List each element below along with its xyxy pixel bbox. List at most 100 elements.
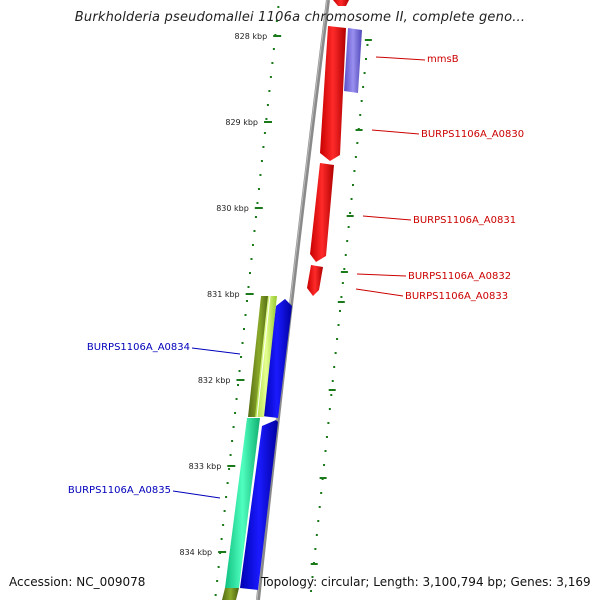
tick-dot [340,296,343,298]
gene-label[interactable]: mmsB [427,54,459,65]
tick-dots [214,6,369,596]
tick-dot [310,590,313,592]
tick-dot [257,188,260,190]
gene-leader-line [356,273,407,277]
gene-arrow-a0834 [262,299,292,418]
gene-arrow-top [333,0,349,6]
tick-dot [259,174,262,176]
tick-label: 829 kbp [225,118,258,127]
gene-leader-line [355,288,404,297]
tick-dot [366,44,369,46]
tick-dot [354,156,357,158]
gene-label[interactable]: BURPS1106A_A0834 [87,342,190,353]
tick-dot [222,524,225,526]
accession-label: Accession: NC_009078 [9,575,146,589]
tick-dot [232,426,235,428]
tick-dot [337,324,340,326]
tick-dot [223,510,226,512]
tick-dot [220,538,223,540]
gene-leader-line [371,129,420,135]
tick-dot [333,366,336,368]
tick-dot [318,506,321,508]
gene-arrow-a0831 [310,163,334,262]
tick-dot [315,534,318,536]
tick-dot [331,380,334,382]
tick-dot [268,90,271,92]
tick-dot [362,86,365,88]
tick-dot [244,314,247,316]
gene-label[interactable]: BURPS1106A_A0833 [405,291,508,302]
tick-dot [229,454,232,456]
tick-dot [330,394,333,396]
tick-dot [225,496,228,498]
tick-dot [247,286,250,288]
tick-dot [311,576,314,578]
gene-label[interactable]: BURPS1106A_A0830 [421,129,524,140]
tick-dot [277,6,280,8]
tick-dot [356,142,359,144]
tick-dot [314,548,317,550]
tick-label: 831 kbp [207,290,240,299]
genome-stats-label: Topology: circular; Length: 3,100,794 bp… [261,575,591,589]
tick-dot [324,450,327,452]
tick-dot [343,268,346,270]
tick-dot [346,240,349,242]
gene-leader-line [362,215,412,221]
gene-arrow-mmsb [344,28,362,93]
track-separator [256,295,271,418]
tick-dot [262,146,265,148]
gene-arrow-a0833 [307,265,323,296]
tick-label: 832 kbp [198,376,231,385]
tick-dot [248,272,251,274]
tick-dot [272,48,275,50]
gene-label[interactable]: BURPS1106A_A0835 [68,485,171,496]
tick-dot [275,20,278,22]
tick-dot [350,198,353,200]
tick-dot [250,258,253,260]
gene-leader-line [375,56,426,61]
track-teal-lower [225,418,260,588]
tick-dot [320,492,323,494]
tick-dot [217,566,220,568]
tick-dot [359,114,362,116]
tick-label: 834 kbp [180,548,213,557]
tick-dot [323,464,326,466]
tick-dot [325,436,328,438]
tick-dot [241,342,244,344]
gene-leaders [172,56,426,499]
tick-dot [234,412,237,414]
tick-labels: 828 kbp 829 kbp 830 kbp 831 kbp 832 kbp 833 k… [180,32,268,557]
tick-dot [226,482,229,484]
track-olive-lower [222,588,239,600]
map-title: Burkholderia pseudomallei 1106a chromoso… [74,10,526,25]
tick-dot [363,72,366,74]
tick-dot [214,594,217,596]
tick-dot [271,62,274,64]
gene-label[interactable]: BURPS1106A_A0831 [413,215,516,226]
track-olive-upper [248,296,270,417]
tick-dot [334,352,337,354]
tick-dot [269,76,272,78]
tick-dot [353,170,356,172]
tick-dot [365,58,368,60]
tick-dot [231,440,234,442]
tick-dot [351,184,354,186]
tick-dot [266,104,269,106]
tick-dot [260,160,263,162]
tick-dot [336,338,339,340]
tick-dot [338,310,341,312]
tick-dot [251,244,254,246]
tick-dot [240,356,243,358]
tick-dot [237,384,240,386]
tick-dot [253,230,256,232]
tick-dot [265,118,268,120]
tick-dot [341,282,344,284]
tick-dot [360,100,363,102]
tick-dot [228,468,231,470]
tick-label: 828 kbp [235,32,268,41]
gene-label[interactable]: BURPS1106A_A0832 [408,271,511,282]
tick-dot [235,398,238,400]
tick-dot [216,580,219,582]
gene-labels: mmsB BURPS1106A_A0830 BURPS1106A_A0831 BURP… [68,54,524,496]
